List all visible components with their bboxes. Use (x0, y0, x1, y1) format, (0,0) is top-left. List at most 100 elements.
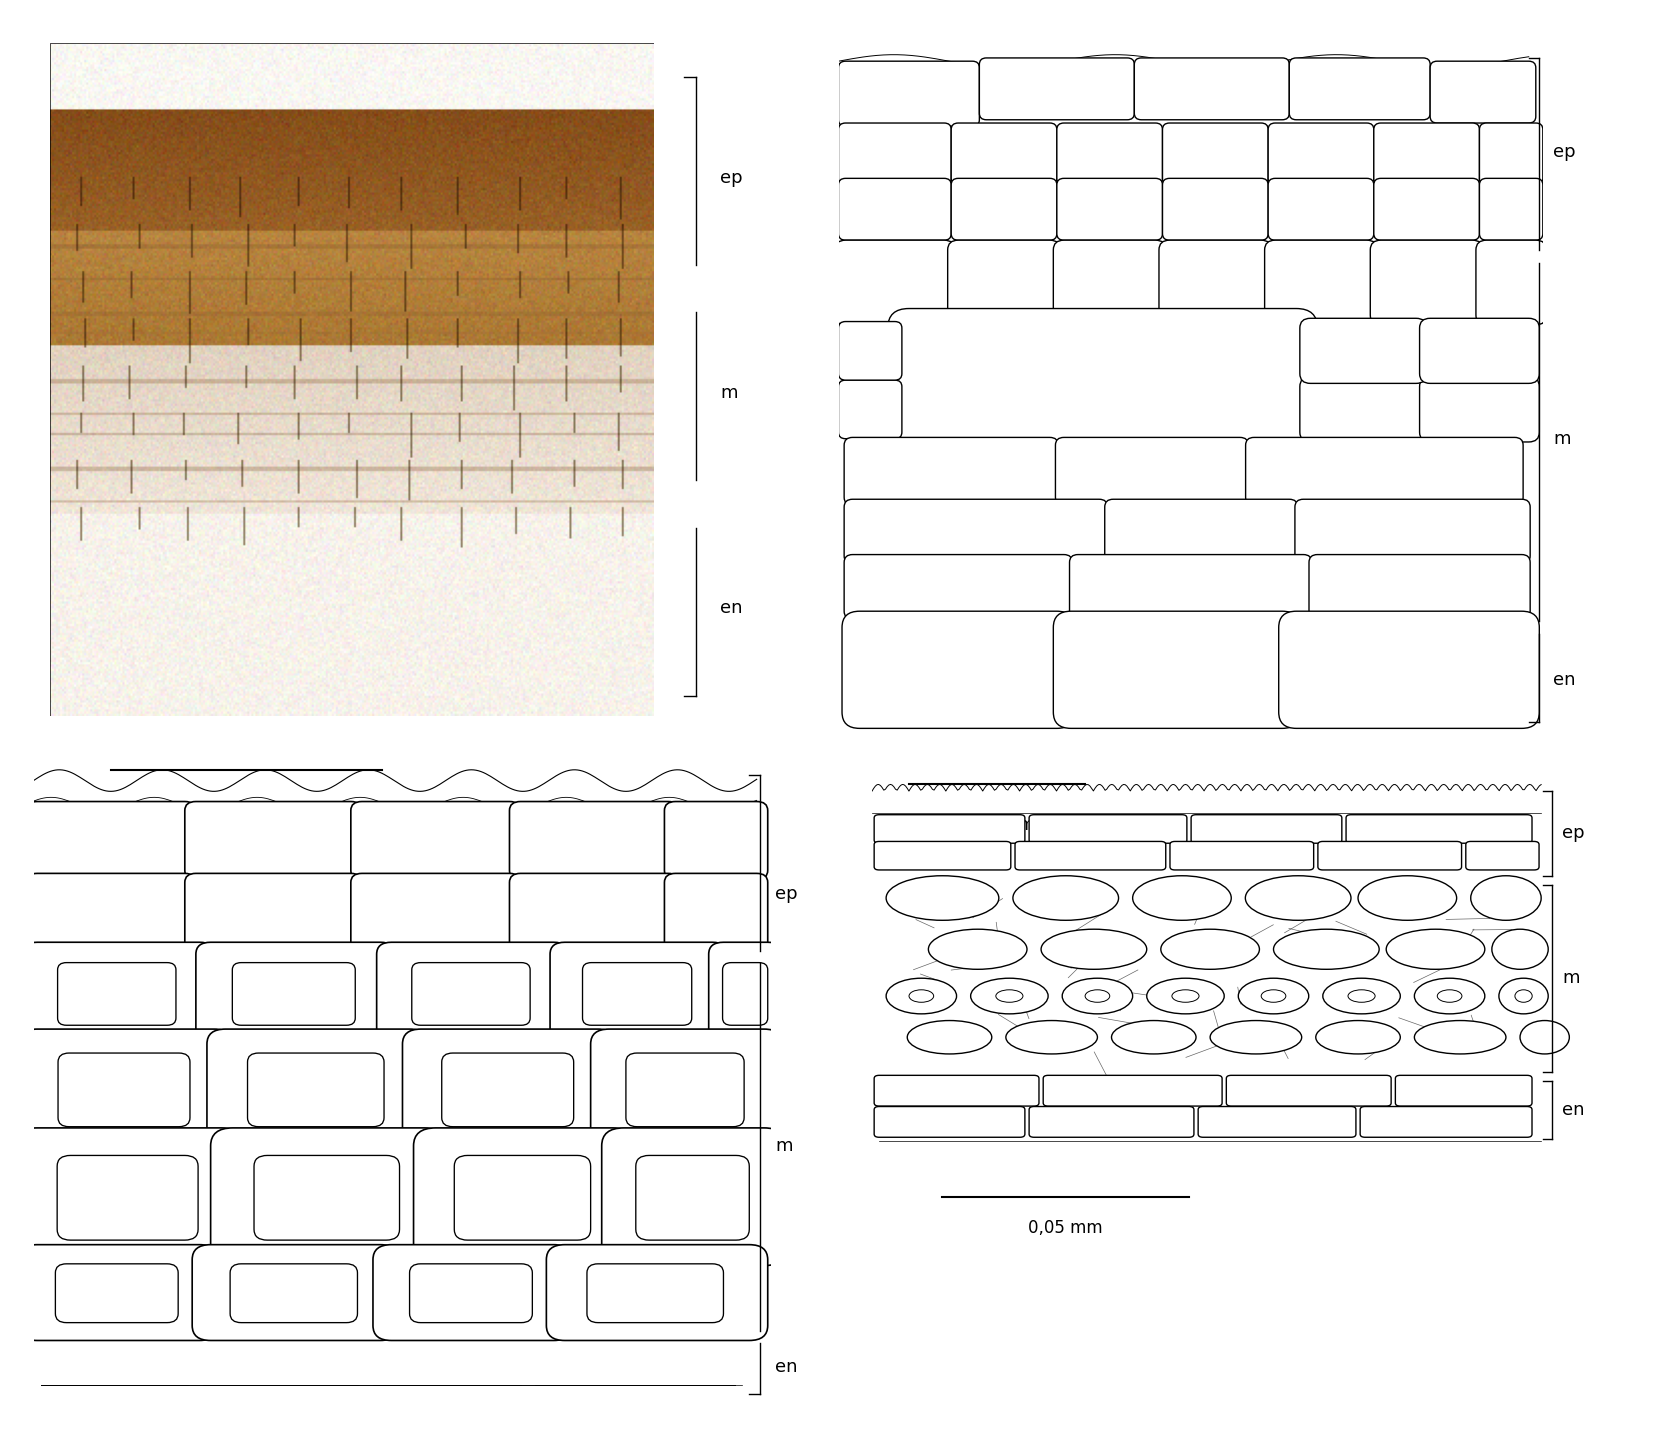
FancyBboxPatch shape (57, 1156, 198, 1240)
Ellipse shape (1499, 978, 1548, 1014)
Ellipse shape (996, 990, 1023, 1002)
FancyBboxPatch shape (1246, 437, 1523, 505)
Ellipse shape (929, 929, 1026, 969)
FancyBboxPatch shape (838, 62, 979, 126)
FancyBboxPatch shape (1268, 179, 1373, 241)
Ellipse shape (1387, 929, 1484, 969)
Ellipse shape (1261, 990, 1286, 1002)
FancyBboxPatch shape (1347, 815, 1533, 843)
FancyBboxPatch shape (372, 1244, 572, 1340)
Ellipse shape (1006, 1021, 1097, 1054)
FancyBboxPatch shape (233, 962, 356, 1025)
Text: en: en (1563, 1101, 1585, 1118)
Ellipse shape (1414, 978, 1484, 1014)
FancyBboxPatch shape (550, 942, 728, 1044)
Ellipse shape (1246, 876, 1352, 921)
Ellipse shape (1132, 876, 1231, 921)
FancyBboxPatch shape (248, 1053, 384, 1127)
FancyBboxPatch shape (1191, 815, 1342, 843)
FancyBboxPatch shape (1300, 377, 1427, 442)
Ellipse shape (1238, 978, 1308, 1014)
FancyBboxPatch shape (377, 942, 569, 1044)
Text: 0,05 mm: 0,05 mm (206, 811, 280, 828)
FancyBboxPatch shape (1226, 1075, 1392, 1106)
Ellipse shape (971, 978, 1048, 1014)
FancyBboxPatch shape (1171, 842, 1313, 871)
FancyBboxPatch shape (59, 1053, 190, 1127)
FancyBboxPatch shape (874, 842, 1011, 871)
FancyBboxPatch shape (844, 554, 1072, 619)
Ellipse shape (1160, 929, 1259, 969)
Text: en: en (1553, 670, 1576, 689)
FancyBboxPatch shape (1395, 1075, 1533, 1106)
FancyBboxPatch shape (547, 1244, 768, 1340)
FancyBboxPatch shape (414, 1128, 636, 1266)
FancyBboxPatch shape (57, 962, 176, 1025)
FancyBboxPatch shape (1479, 179, 1543, 241)
FancyBboxPatch shape (874, 1107, 1025, 1137)
FancyBboxPatch shape (184, 874, 362, 951)
FancyBboxPatch shape (441, 1053, 574, 1127)
FancyBboxPatch shape (1159, 241, 1271, 325)
FancyBboxPatch shape (664, 874, 768, 951)
FancyBboxPatch shape (206, 1030, 428, 1148)
Text: m: m (721, 384, 738, 402)
FancyBboxPatch shape (253, 1156, 399, 1240)
FancyBboxPatch shape (874, 1075, 1040, 1106)
FancyBboxPatch shape (874, 815, 1025, 843)
FancyBboxPatch shape (838, 179, 951, 241)
Ellipse shape (1273, 929, 1378, 969)
FancyBboxPatch shape (1466, 842, 1539, 871)
FancyBboxPatch shape (1162, 179, 1268, 241)
FancyBboxPatch shape (1105, 500, 1298, 564)
Ellipse shape (1323, 978, 1400, 1014)
Text: m: m (775, 1137, 793, 1154)
Ellipse shape (1112, 1021, 1196, 1054)
Text: 0,05 mm: 0,05 mm (1028, 1219, 1103, 1237)
Ellipse shape (1172, 990, 1199, 1002)
FancyBboxPatch shape (582, 962, 691, 1025)
FancyBboxPatch shape (602, 1128, 787, 1266)
FancyBboxPatch shape (454, 1156, 590, 1240)
Ellipse shape (1085, 990, 1110, 1002)
Text: ep: ep (775, 885, 798, 904)
FancyBboxPatch shape (626, 1053, 745, 1127)
Ellipse shape (1414, 1021, 1506, 1054)
FancyBboxPatch shape (1370, 241, 1482, 325)
FancyBboxPatch shape (1030, 1107, 1194, 1137)
FancyBboxPatch shape (887, 308, 1318, 451)
Ellipse shape (909, 990, 934, 1002)
FancyBboxPatch shape (838, 123, 951, 185)
FancyBboxPatch shape (844, 437, 1058, 505)
Ellipse shape (1514, 990, 1533, 1002)
FancyBboxPatch shape (1268, 123, 1373, 185)
FancyBboxPatch shape (838, 322, 902, 379)
FancyBboxPatch shape (590, 1030, 783, 1148)
Ellipse shape (1211, 1021, 1301, 1054)
FancyBboxPatch shape (1419, 377, 1539, 442)
FancyBboxPatch shape (664, 802, 768, 879)
FancyBboxPatch shape (838, 379, 902, 438)
Ellipse shape (1013, 876, 1119, 921)
Text: m: m (1553, 430, 1571, 448)
FancyBboxPatch shape (709, 942, 783, 1044)
FancyBboxPatch shape (1280, 611, 1539, 729)
FancyBboxPatch shape (1015, 842, 1166, 871)
Ellipse shape (1493, 929, 1548, 969)
FancyBboxPatch shape (1290, 57, 1430, 120)
FancyBboxPatch shape (1043, 1075, 1223, 1106)
Text: en: en (721, 600, 743, 617)
Ellipse shape (885, 978, 956, 1014)
FancyBboxPatch shape (196, 942, 396, 1044)
FancyBboxPatch shape (587, 1264, 723, 1323)
FancyBboxPatch shape (1310, 554, 1529, 619)
FancyBboxPatch shape (1070, 554, 1311, 619)
Ellipse shape (1519, 1021, 1570, 1054)
FancyBboxPatch shape (1430, 62, 1536, 123)
Ellipse shape (1437, 990, 1462, 1002)
Text: ep: ep (1563, 825, 1585, 842)
FancyBboxPatch shape (27, 874, 196, 951)
FancyBboxPatch shape (18, 1244, 218, 1340)
Text: 0,02 mm: 0,02 mm (959, 816, 1035, 835)
FancyBboxPatch shape (1318, 842, 1462, 871)
